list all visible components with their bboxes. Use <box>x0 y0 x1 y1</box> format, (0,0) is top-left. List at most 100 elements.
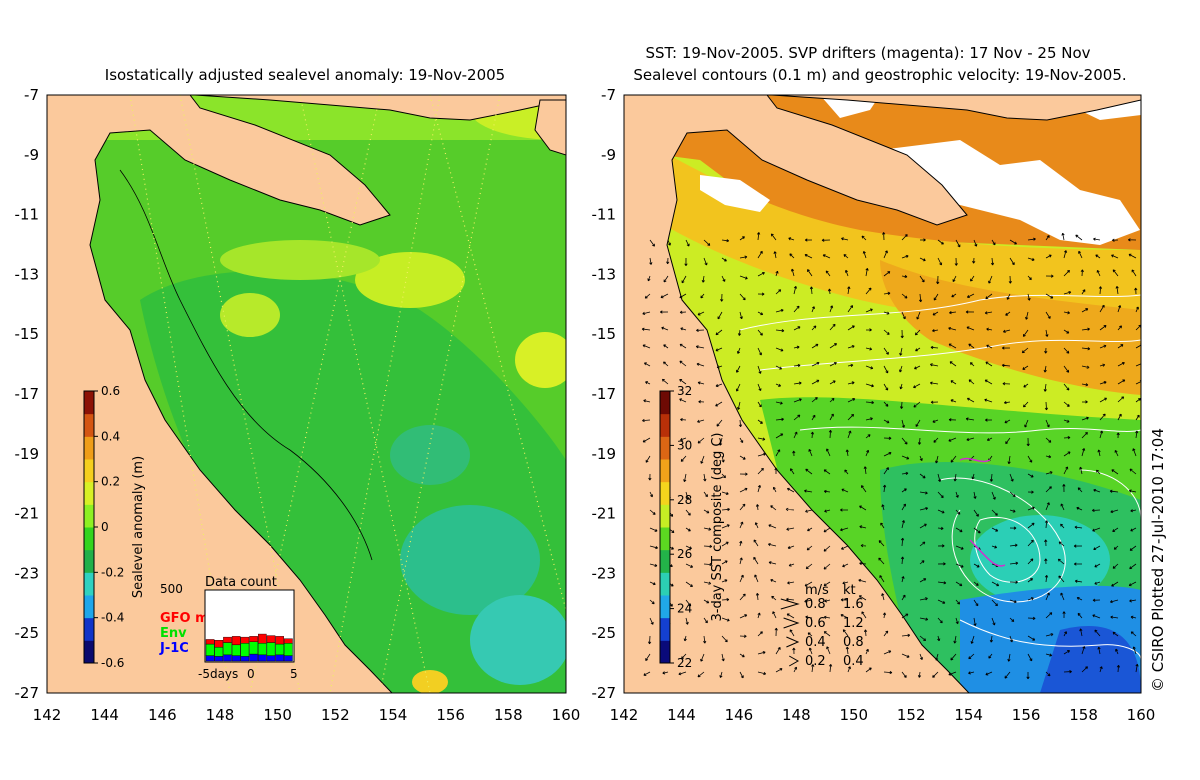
velocity-arrow <box>1043 383 1047 392</box>
velocity-arrow <box>917 437 922 445</box>
velocity-arrow <box>847 286 851 295</box>
velocity-arrow <box>948 418 957 422</box>
velocity-arrow <box>969 362 975 367</box>
velocity-arrow <box>955 239 961 248</box>
velocity-arrow <box>757 651 766 655</box>
australia-coast <box>47 95 393 693</box>
velocity-arrow <box>1045 502 1050 511</box>
velocity-arrow <box>845 449 849 457</box>
velocity-arrow <box>1009 599 1017 604</box>
velocity-arrow <box>720 293 724 302</box>
velocity-arrow <box>680 455 687 462</box>
velocity-arrow <box>768 561 777 565</box>
velocity-arrow <box>1027 473 1034 478</box>
velocity-arrow <box>843 254 849 259</box>
left-lon-tick: 154 <box>379 706 408 724</box>
left-lat-tick: -19 <box>15 445 40 463</box>
velocity-arrow <box>991 527 999 532</box>
velocity-arrow <box>1095 254 1101 259</box>
velocity-arrow <box>721 455 725 463</box>
velocity-arrow <box>937 581 947 585</box>
data-count-bar-j1c <box>249 653 258 662</box>
velocity-arrow <box>932 329 939 333</box>
velocity-arrow <box>757 437 766 441</box>
velocity-arrow <box>775 383 782 387</box>
sst-coldest <box>1040 626 1141 693</box>
data-count-bar-env <box>231 644 241 656</box>
velocity-arrow <box>757 365 762 374</box>
velocity-arrow <box>700 653 705 662</box>
velocity-arrow <box>842 629 849 637</box>
velocity-arrow <box>883 630 889 637</box>
velocity-arrow <box>883 347 889 355</box>
left-colorbar-swatch <box>84 481 94 505</box>
velocity-arrow <box>1112 269 1119 277</box>
velocity-arrow <box>883 365 889 374</box>
anomaly-high-2 <box>355 252 465 308</box>
velocity-arrow <box>1045 254 1052 259</box>
velocity-arrow <box>883 383 889 391</box>
velocity-arrow <box>968 671 975 675</box>
data-count-bar-env <box>258 643 267 656</box>
velocity-arrow <box>736 365 741 373</box>
velocity-arrow <box>901 488 907 493</box>
left-lat-tick: -9 <box>24 146 39 164</box>
velocity-arrow <box>1005 311 1011 316</box>
velocity-arrow <box>1060 592 1065 601</box>
velocity-arrow <box>948 326 957 331</box>
data-count-bar-j1c <box>223 654 232 662</box>
velocity-arrow <box>901 419 906 428</box>
velocity-arrow <box>1081 327 1090 331</box>
left-colorbar-swatch <box>84 504 94 528</box>
left-colorbar-swatch <box>84 436 94 460</box>
velocity-arrow <box>757 271 765 277</box>
velocity-arrow <box>883 401 889 407</box>
data-count-bar-j1c <box>266 655 276 662</box>
velocity-arrow <box>804 489 813 493</box>
right-lat-tick: -13 <box>592 265 617 283</box>
velocity-arrow <box>1093 488 1101 493</box>
velocity-arrow <box>883 670 893 675</box>
velocity-arrow <box>901 311 906 320</box>
velocity-arrow <box>823 615 831 619</box>
velocity-legend-ms: 0.4 <box>805 635 826 650</box>
velocity-arrow <box>1109 489 1119 493</box>
velocity-arrow <box>678 671 687 676</box>
velocity-arrow <box>862 250 867 259</box>
velocity-arrow <box>1129 468 1137 475</box>
velocity-arrow <box>955 545 964 550</box>
velocity-arrow <box>698 400 705 404</box>
velocity-arrow <box>883 650 892 655</box>
velocity-arrow <box>1027 635 1036 641</box>
velocity-arrow <box>1045 419 1050 428</box>
velocity-arrow <box>786 597 795 601</box>
velocity-arrow <box>1134 287 1138 295</box>
velocity-arrow <box>1129 563 1137 570</box>
velocity-arrow <box>1076 596 1083 601</box>
right-colorbar-swatch <box>660 527 670 551</box>
velocity-arrow <box>662 671 669 675</box>
velocity-arrow <box>937 562 946 566</box>
velocity-arrow <box>739 437 744 443</box>
velocity-arrow <box>1099 363 1106 367</box>
velocity-arrow <box>793 345 800 349</box>
velocity-arrow <box>1044 520 1049 529</box>
velocity-arrow <box>829 413 834 421</box>
velocity-arrow <box>805 615 813 619</box>
velocity-arrow <box>739 521 744 529</box>
velocity-arrow <box>865 347 873 351</box>
left-y-axis: -7 -9 -11 -13 -15 -17 -19 -21 -23 -25 -27 <box>15 86 40 702</box>
velocity-arrow <box>1093 237 1101 241</box>
velocity-arrow <box>1079 628 1083 637</box>
velocity-arrow <box>901 613 909 619</box>
velocity-arrow <box>989 473 994 482</box>
velocity-arrow <box>1073 562 1083 566</box>
velocity-arrow <box>685 617 689 625</box>
velocity-arrow <box>858 595 867 601</box>
velocity-arrow <box>937 544 945 548</box>
right-lat-tick: -15 <box>592 325 617 343</box>
velocity-arrow <box>804 253 813 259</box>
velocity-arrow <box>823 545 831 552</box>
velocity-arrow <box>847 345 855 349</box>
velocity-arrow <box>768 524 777 529</box>
